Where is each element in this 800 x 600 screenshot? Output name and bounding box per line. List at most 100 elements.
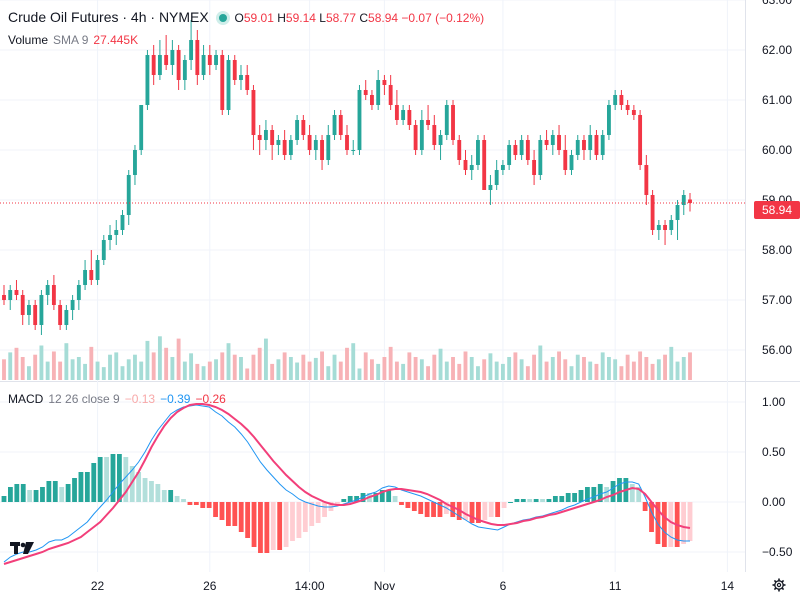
candle-body — [164, 55, 169, 65]
macd-histogram-bar — [238, 502, 244, 532]
candle-body — [675, 205, 680, 220]
volume-bar — [681, 357, 686, 380]
macd-histogram-bar — [225, 502, 231, 526]
macd-histogram-bar — [232, 502, 238, 526]
settings-gear-icon[interactable] — [772, 578, 786, 592]
macd-histogram-bar — [174, 496, 180, 502]
volume-bar — [613, 359, 618, 380]
volume-bar — [301, 354, 306, 380]
candle-body — [451, 105, 455, 140]
candle-body — [157, 55, 162, 75]
candle-body — [376, 80, 381, 105]
macd-histogram-bar — [373, 493, 379, 502]
candle-body — [295, 120, 300, 140]
volume-bar — [401, 363, 406, 380]
candle-body — [201, 55, 206, 75]
high-value: 59.14 — [285, 11, 316, 25]
volume-bar — [457, 363, 462, 380]
macd-histogram-bar — [20, 484, 26, 502]
volume-bar — [482, 359, 487, 380]
candle-body — [108, 235, 112, 240]
volume-bar — [619, 366, 624, 380]
volume-bar — [176, 338, 181, 380]
macd-y-tick-label: 0.00 — [762, 495, 786, 509]
macd-histogram-bar — [334, 502, 340, 505]
y-tick-label: 57.00 — [762, 293, 792, 307]
candle-body — [170, 50, 175, 65]
macd-histogram-bar — [341, 499, 347, 502]
candle-body — [51, 285, 56, 305]
macd-histogram-bar — [520, 499, 526, 502]
volume-bar — [538, 345, 543, 380]
close-value: 58.94 — [368, 11, 399, 25]
candle-body — [76, 285, 81, 300]
macd-histogram-bar — [476, 502, 481, 523]
volume-bar — [407, 352, 412, 380]
candle-body — [126, 175, 131, 215]
candle-body — [332, 115, 337, 135]
candle-body — [120, 215, 125, 230]
volume-bar — [663, 354, 667, 380]
macd-histogram-bar — [1, 496, 7, 502]
volume-bar — [451, 357, 455, 380]
volume-bar — [20, 357, 25, 380]
candle-body — [270, 130, 275, 145]
candle-body — [494, 170, 499, 185]
signal-line — [3, 403, 691, 565]
volume-bar — [525, 366, 530, 380]
macd-line — [3, 404, 690, 563]
x-tick-label: 22 — [91, 579, 105, 593]
macd-histogram-bar — [264, 502, 270, 553]
volume-bar — [182, 361, 187, 380]
volume-bar — [214, 359, 218, 380]
candle-body — [500, 165, 505, 170]
macd-histogram-bar — [270, 502, 276, 550]
tradingview-logo-icon[interactable] — [10, 540, 36, 560]
macd-hist-value: −0.13 — [124, 392, 156, 406]
candle-body — [638, 115, 643, 165]
x-tick-label: 11 — [609, 579, 622, 593]
candle-body — [688, 199, 692, 203]
candle-body — [401, 110, 406, 120]
header-row: Crude Oil Futures · 4h · NYMEX O59.01 H5… — [8, 9, 484, 25]
macd-histogram-bar — [27, 490, 33, 502]
volume-bar — [257, 347, 262, 380]
volume-bar — [157, 336, 162, 380]
macd-histogram-bar — [681, 502, 686, 544]
volume-bar — [232, 354, 237, 380]
candle-body — [189, 40, 194, 60]
candle-body — [276, 140, 281, 145]
candle-body — [488, 185, 493, 190]
candle-body — [288, 140, 293, 155]
candle-body — [195, 40, 200, 75]
candle-body — [600, 135, 605, 155]
volume-bar — [295, 362, 300, 380]
candle-body — [426, 120, 431, 125]
volume-bar — [388, 346, 393, 380]
volume-bar — [220, 352, 225, 380]
volume-bar — [139, 361, 144, 380]
volume-legend[interactable]: Volume SMA 9 27.445K — [8, 33, 138, 47]
macd-histogram-bar — [354, 496, 360, 502]
macd-histogram-bar — [168, 490, 174, 502]
candle-body — [70, 300, 75, 310]
macd-histogram-bar — [315, 502, 321, 523]
macd-histogram-bar — [514, 499, 520, 502]
macd-histogram-bar — [546, 499, 552, 502]
macd-histogram-bar — [322, 502, 327, 517]
macd-histogram-bar — [437, 502, 443, 517]
macd-histogram-bar — [668, 502, 674, 547]
volume-bar — [544, 361, 549, 380]
candle-body — [681, 195, 686, 205]
candle-body — [14, 290, 19, 295]
macd-legend[interactable]: MACD 12 26 close 9 −0.13 −0.39 −0.26 — [8, 392, 226, 406]
macd-histogram-bar — [642, 502, 648, 511]
volume-bar — [625, 354, 630, 380]
volume-bar — [332, 354, 337, 380]
y-tick-label: 61.00 — [762, 93, 792, 107]
volume-bar — [89, 346, 94, 380]
macd-histogram-bar — [302, 502, 308, 532]
macd-histogram-bar — [213, 502, 218, 517]
macd-histogram-bar — [181, 499, 186, 502]
